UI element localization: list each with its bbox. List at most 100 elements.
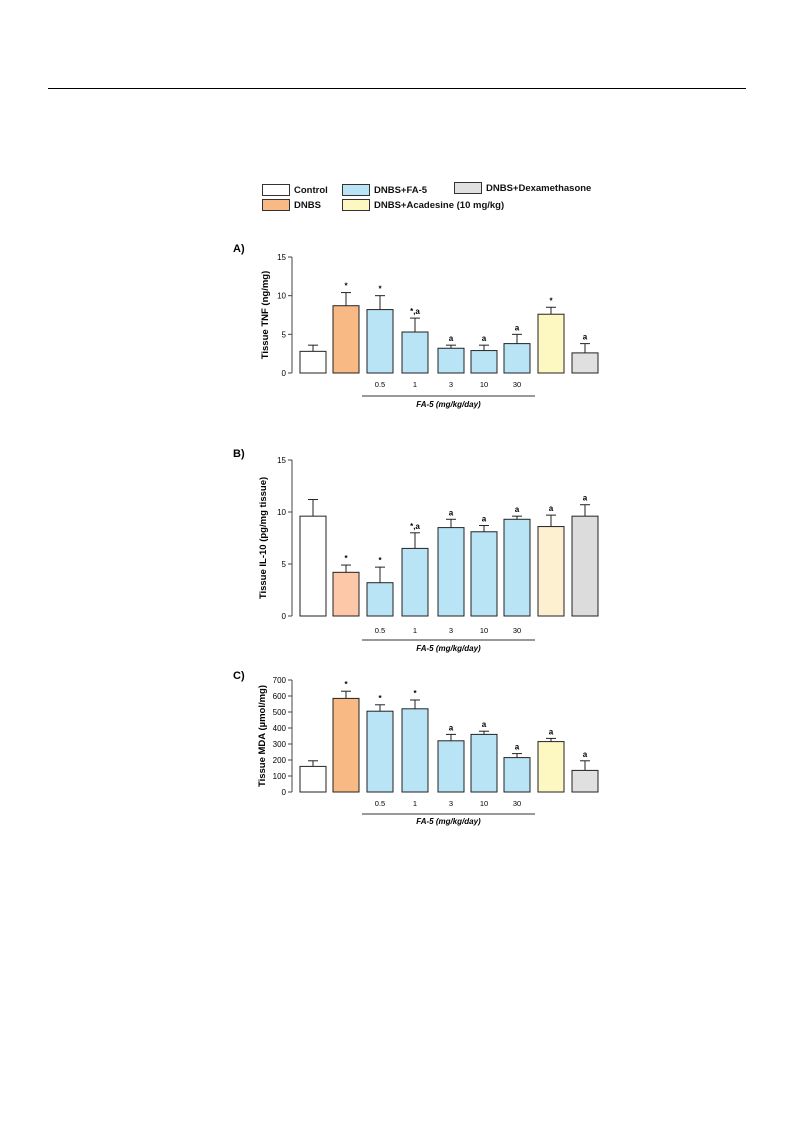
x-tick-label: 10 <box>480 626 488 635</box>
bar <box>366 309 394 374</box>
legend: Control DNBS DNBS+FA-5 DNBS+Acadesine (1… <box>258 181 598 217</box>
y-tick-label: 0 <box>282 612 287 621</box>
significance-label: * <box>413 689 417 698</box>
legend-swatch <box>262 184 290 196</box>
significance-label: a <box>583 333 588 342</box>
bar <box>571 515 599 617</box>
x-tick-label: 1 <box>413 626 417 635</box>
bar <box>470 733 498 793</box>
bar <box>401 331 429 374</box>
significance-label: * <box>378 556 382 565</box>
panel-label: A) <box>233 243 245 255</box>
bar <box>332 697 360 793</box>
significance-label: a <box>449 508 454 517</box>
bar <box>470 531 498 617</box>
y-tick-label: 500 <box>273 708 287 717</box>
x-tick-label: 10 <box>480 380 488 389</box>
x-tick-label: 1 <box>413 380 417 389</box>
group-label: FA-5 (mg/kg/day) <box>416 400 481 409</box>
x-tick-label: 0.5 <box>375 380 385 389</box>
y-tick-label: 200 <box>273 756 287 765</box>
legend-swatch <box>342 184 370 196</box>
significance-label: a <box>449 723 454 732</box>
x-tick-label: 0.5 <box>375 626 385 635</box>
significance-label: a <box>583 750 588 759</box>
legend-label: Control <box>294 184 328 196</box>
x-tick-label: 0.5 <box>375 799 385 808</box>
bar <box>401 708 429 793</box>
significance-label: a <box>583 494 588 503</box>
x-tick-label: 30 <box>513 799 521 808</box>
bar <box>503 343 531 374</box>
y-tick-label: 10 <box>277 292 286 301</box>
y-tick-label: 100 <box>273 772 287 781</box>
legend-label: DNBS+Acadesine (10 mg/kg) <box>374 199 505 211</box>
significance-label: *,a <box>410 307 420 316</box>
significance-label: a <box>549 504 554 513</box>
bar <box>401 547 429 617</box>
significance-label: * <box>378 285 382 294</box>
significance-label: a <box>549 727 554 736</box>
legend-item-acadesine: DNBS+Acadesine (10 mg/kg) <box>342 199 504 211</box>
bar <box>503 757 531 793</box>
bar <box>437 347 465 374</box>
bar <box>437 527 465 617</box>
y-tick-label: 0 <box>282 369 287 378</box>
bar <box>299 515 327 617</box>
significance-label: * <box>549 296 553 305</box>
y-tick-label: 5 <box>282 560 287 569</box>
bar <box>299 765 327 793</box>
legend-swatch <box>262 199 290 211</box>
y-tick-label: 5 <box>282 330 287 339</box>
legend-item-control: Control <box>262 184 328 196</box>
chart-panel-2: B) 0 5 10 15 Tissue IL-10 (pg/mg tissue) * * 0.5… <box>233 448 599 653</box>
y-tick-label: 600 <box>273 692 287 701</box>
significance-label: a <box>515 323 520 332</box>
y-tick-label: 15 <box>277 253 286 262</box>
x-tick-label: 3 <box>449 626 453 635</box>
legend-label: DNBS+FA-5 <box>374 184 428 196</box>
bar <box>537 741 565 793</box>
y-tick-label: 0 <box>282 788 287 797</box>
legend-item-fa5: DNBS+FA-5 <box>342 184 427 196</box>
y-tick-label: 700 <box>273 676 287 685</box>
legend-swatch <box>454 182 482 194</box>
bar <box>332 305 360 374</box>
chart-panel-1: A) 0 5 10 15 Tissue TNF (ng/mg) * * 0.5 *,a 1 a 3 a 10… <box>233 243 599 409</box>
significance-label: * <box>344 680 348 689</box>
y-axis-title: Tissue MDA (µmol/mg) <box>257 685 268 787</box>
bar <box>332 571 360 617</box>
x-tick-label: 3 <box>449 799 453 808</box>
significance-label: * <box>344 554 348 563</box>
significance-label: a <box>449 334 454 343</box>
bar <box>537 313 565 374</box>
x-tick-label: 30 <box>513 626 521 635</box>
bar <box>366 710 394 793</box>
y-tick-label: 400 <box>273 724 287 733</box>
bar <box>366 582 394 617</box>
significance-label: a <box>515 743 520 752</box>
legend-label: DNBS <box>294 199 321 211</box>
bar <box>503 518 531 617</box>
x-tick-label: 3 <box>449 380 453 389</box>
significance-label: a <box>482 515 487 524</box>
significance-label: *,a <box>410 522 420 531</box>
significance-label: a <box>482 334 487 343</box>
significance-label: * <box>344 282 348 291</box>
y-tick-label: 15 <box>277 456 286 465</box>
bar <box>537 526 565 617</box>
legend-swatch <box>342 199 370 211</box>
x-tick-label: 30 <box>513 380 521 389</box>
y-axis-title: Tissue IL-10 (pg/mg tissue) <box>258 477 269 599</box>
significance-label: a <box>482 720 487 729</box>
y-axis-title: Tissue TNF (ng/mg) <box>260 271 271 360</box>
significance-label: a <box>515 505 520 514</box>
bar <box>470 350 498 374</box>
bar <box>571 352 599 374</box>
panel-label: C) <box>233 670 245 682</box>
x-tick-label: 10 <box>480 799 488 808</box>
group-label: FA-5 (mg/kg/day) <box>416 644 481 653</box>
y-tick-label: 10 <box>277 508 286 517</box>
panel-label: B) <box>233 448 245 460</box>
